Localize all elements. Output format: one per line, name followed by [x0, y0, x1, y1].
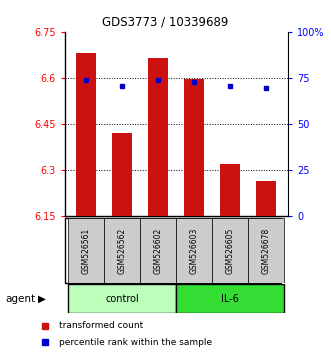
Text: agent: agent — [5, 294, 35, 304]
Bar — [257, 181, 276, 216]
FancyBboxPatch shape — [68, 284, 176, 313]
FancyBboxPatch shape — [176, 218, 212, 282]
FancyBboxPatch shape — [248, 218, 284, 282]
FancyBboxPatch shape — [176, 284, 284, 313]
Bar — [112, 133, 132, 216]
Text: GSM526603: GSM526603 — [190, 227, 199, 274]
Bar — [76, 53, 96, 216]
Text: GSM526605: GSM526605 — [226, 227, 235, 274]
Text: ▶: ▶ — [38, 294, 46, 304]
Text: GSM526561: GSM526561 — [82, 227, 91, 274]
Text: GSM526562: GSM526562 — [118, 227, 127, 274]
Text: control: control — [105, 294, 139, 304]
Bar — [184, 79, 204, 216]
Text: GDS3773 / 10339689: GDS3773 / 10339689 — [102, 16, 229, 29]
Text: GSM526678: GSM526678 — [262, 227, 271, 274]
Bar — [220, 164, 240, 216]
Text: IL-6: IL-6 — [221, 294, 239, 304]
FancyBboxPatch shape — [140, 218, 176, 282]
Text: GSM526602: GSM526602 — [154, 227, 163, 274]
FancyBboxPatch shape — [212, 218, 248, 282]
Text: percentile rank within the sample: percentile rank within the sample — [59, 338, 212, 347]
Text: transformed count: transformed count — [59, 321, 143, 330]
FancyBboxPatch shape — [104, 218, 140, 282]
FancyBboxPatch shape — [68, 218, 104, 282]
Bar — [148, 58, 168, 216]
